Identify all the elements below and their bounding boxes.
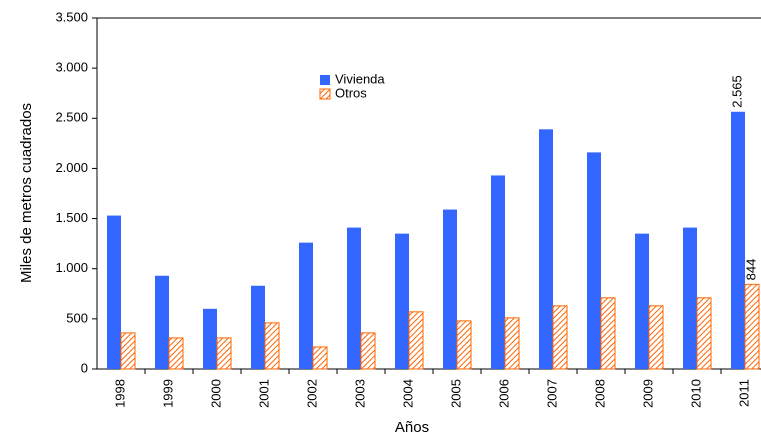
bar xyxy=(216,337,232,370)
bar xyxy=(347,227,361,369)
bar xyxy=(264,322,280,370)
bar xyxy=(587,152,601,369)
bar xyxy=(360,332,376,370)
legend-swatch xyxy=(319,88,331,100)
x-axis-title: Años xyxy=(395,419,429,436)
x-tick-label: 1998 xyxy=(112,379,127,408)
bar xyxy=(168,337,184,370)
bar xyxy=(395,233,409,369)
x-tick-label: 2003 xyxy=(352,379,367,408)
x-tick-label: 2008 xyxy=(592,379,607,408)
x-tick-label: 2007 xyxy=(544,379,559,408)
x-tick-label: 2010 xyxy=(688,379,703,408)
x-tick-label: 2002 xyxy=(304,379,319,408)
x-tick-label: 2004 xyxy=(400,379,415,408)
y-tick-label: 3.500 xyxy=(55,9,88,24)
y-tick-label: 1.500 xyxy=(55,210,88,225)
x-tick-label: 2001 xyxy=(256,379,271,408)
bar xyxy=(683,227,697,369)
bar xyxy=(155,275,169,369)
bar xyxy=(744,283,760,370)
data-label: 844 xyxy=(743,259,758,281)
x-tick-label: 2006 xyxy=(496,379,511,408)
bar xyxy=(120,332,136,370)
y-tick-label: 2.500 xyxy=(55,110,88,125)
x-tick-label: 2005 xyxy=(448,379,463,408)
bar xyxy=(443,209,457,369)
bar xyxy=(696,297,712,370)
data-label: 2.565 xyxy=(729,75,744,108)
y-tick-label: 3.000 xyxy=(55,60,88,75)
x-tick-label: 1999 xyxy=(160,379,175,408)
y-tick-label: 0 xyxy=(81,360,88,375)
bar xyxy=(731,111,745,369)
bar xyxy=(456,320,472,370)
legend-label: Vivienda xyxy=(335,71,385,86)
bar xyxy=(107,215,121,369)
x-tick-label: 2000 xyxy=(208,379,223,408)
x-tick-label: 2009 xyxy=(640,379,655,408)
y-axis-title: Miles de metros cuadrados xyxy=(18,103,35,283)
y-tick-label: 2.000 xyxy=(55,160,88,175)
bar xyxy=(203,308,217,369)
bar xyxy=(635,233,649,369)
bar xyxy=(539,129,553,369)
bar xyxy=(251,285,265,369)
bar xyxy=(408,311,424,370)
bar xyxy=(299,242,313,369)
x-tick-label: 2011 xyxy=(736,379,751,407)
bar xyxy=(504,317,520,370)
legend-label: Otros xyxy=(335,85,367,100)
bar xyxy=(552,305,568,370)
y-tick-label: 500 xyxy=(66,310,88,325)
legend-swatch xyxy=(320,75,330,85)
bar xyxy=(648,305,664,370)
y-tick-label: 1.000 xyxy=(55,260,88,275)
bar xyxy=(491,175,505,369)
bar xyxy=(600,297,616,370)
bar xyxy=(312,346,328,370)
